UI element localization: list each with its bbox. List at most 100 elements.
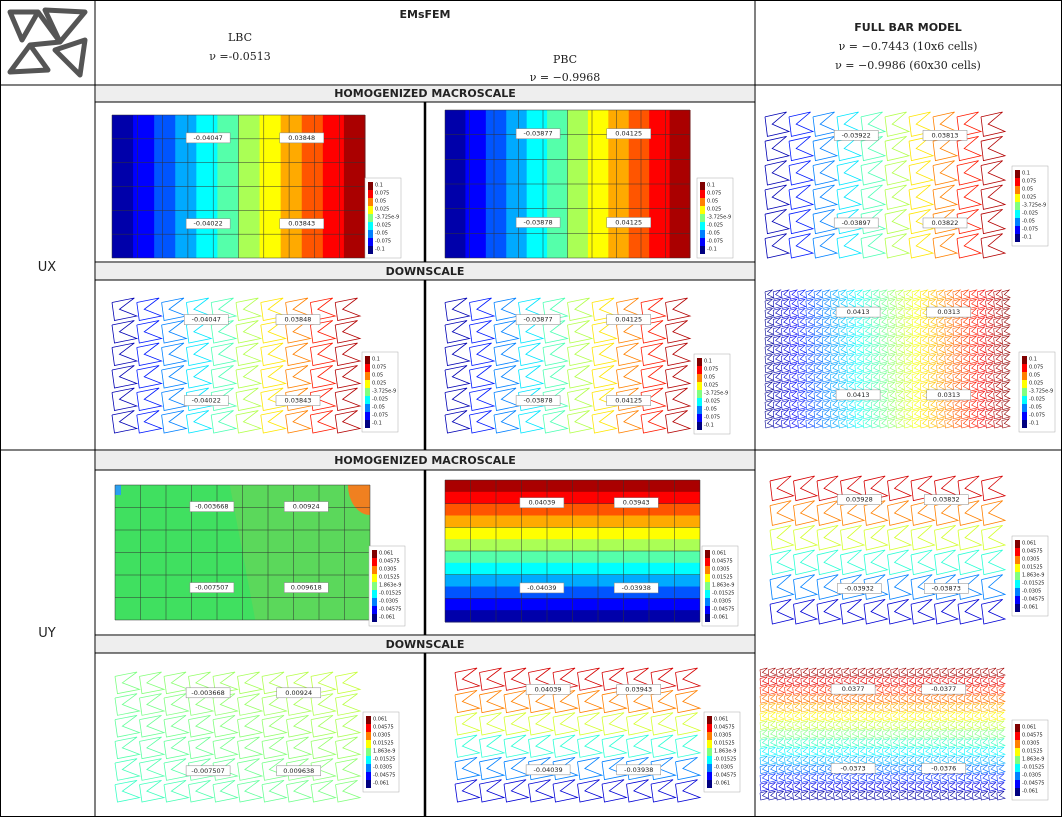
colorbar-label: -0.075 xyxy=(1022,227,1038,233)
lattice-bar xyxy=(977,317,987,328)
probe-label: 0.03943 xyxy=(625,685,652,693)
lattice-bar xyxy=(898,720,908,730)
lattice-bar xyxy=(887,409,897,420)
lattice-bar xyxy=(947,711,957,722)
lattice-bar xyxy=(310,693,337,716)
lattice-bar xyxy=(996,790,1006,801)
lattice-bar xyxy=(952,399,962,410)
lattice-bar xyxy=(903,363,913,374)
lattice-bar xyxy=(993,307,1003,318)
colorbar-label: 0.05 xyxy=(704,375,715,381)
lattice-bar xyxy=(906,685,917,695)
lattice-bar xyxy=(781,326,791,337)
colorbar-swatch xyxy=(372,566,377,574)
lattice-bar xyxy=(838,372,848,383)
lattice-bar xyxy=(903,289,913,300)
lattice-bar xyxy=(567,342,594,366)
probe-box xyxy=(519,582,565,594)
lattice-bar xyxy=(781,317,791,328)
lattice-bar xyxy=(1001,363,1011,374)
colorbar-swatch xyxy=(1015,202,1020,210)
lattice-bar xyxy=(800,790,810,801)
lattice-bar xyxy=(980,729,990,739)
colorbar-swatch xyxy=(368,222,373,230)
contour-band xyxy=(115,485,121,495)
lattice-bar xyxy=(767,685,778,695)
lattice-bar xyxy=(767,782,778,792)
lattice-bar xyxy=(849,782,859,792)
lattice-bar xyxy=(854,344,864,355)
colorbar-swatch xyxy=(705,582,710,590)
lattice-bar xyxy=(980,135,1007,162)
lattice-bar xyxy=(862,344,873,355)
lattice-bar xyxy=(914,782,925,792)
colorbar-swatch xyxy=(1015,548,1020,556)
lattice-bar xyxy=(825,676,835,686)
lattice-bar xyxy=(952,372,962,383)
lattice-bar xyxy=(887,289,897,300)
lattice-bar xyxy=(805,289,815,300)
probe-label: -0.0376 xyxy=(931,764,956,772)
lattice-bar xyxy=(797,326,807,337)
lattice-bar xyxy=(772,372,783,383)
lattice-bar xyxy=(988,738,998,748)
colorbar-label: 1.863e-9 xyxy=(379,583,401,589)
lattice-bar xyxy=(857,702,868,713)
lattice-bar xyxy=(235,387,263,411)
lattice-bar xyxy=(887,524,913,551)
lattice-bar xyxy=(139,714,166,738)
lattice-bar xyxy=(114,671,141,695)
lattice-bar xyxy=(188,714,215,738)
lattice-bar xyxy=(640,365,667,389)
probe-box xyxy=(525,684,571,695)
lattice-bar xyxy=(865,782,876,792)
lattice-bar xyxy=(928,289,938,300)
lattice-bar xyxy=(503,689,530,714)
lattice-bar xyxy=(759,702,770,713)
colorbar-swatch xyxy=(1022,412,1027,420)
lattice-bar xyxy=(567,320,594,344)
pbc-title: PBC xyxy=(553,53,577,66)
probe-box xyxy=(614,497,659,508)
colorbar-swatch xyxy=(1015,178,1020,186)
lattice-bar xyxy=(261,714,288,738)
lattice-bar xyxy=(906,738,917,748)
lattice-bar xyxy=(789,363,799,374)
lattice-bar xyxy=(854,399,864,410)
colorbar-label: 0.025 xyxy=(375,207,389,213)
lattice-bar xyxy=(993,353,1003,364)
lattice-bar xyxy=(968,344,979,355)
lattice-bar xyxy=(784,702,794,713)
lattice-bar xyxy=(928,344,938,355)
lattice-bar xyxy=(972,720,982,730)
lattice-bar xyxy=(890,729,900,739)
lattice-bar xyxy=(334,410,362,434)
lattice-bar xyxy=(821,381,832,392)
lattice-bar xyxy=(675,712,702,736)
lattice-bar xyxy=(816,685,827,695)
colorbar-swatch xyxy=(1022,420,1027,428)
lattice-bar xyxy=(996,782,1006,792)
lattice-bar xyxy=(813,335,824,346)
colorbar-swatch xyxy=(1015,604,1020,612)
lattice-bar xyxy=(846,353,856,364)
lattice-bar xyxy=(854,372,864,383)
probe-box xyxy=(924,583,969,594)
colorbar-label: -0.04575 xyxy=(712,607,734,613)
colorbar-swatch xyxy=(365,396,370,404)
lattice-bar xyxy=(841,790,851,801)
lattice-bar xyxy=(650,734,677,758)
lattice-bar xyxy=(972,773,982,783)
lattice-bar xyxy=(821,298,832,309)
lattice-bar xyxy=(939,738,949,748)
lattice-bar xyxy=(212,714,239,738)
colorbar-label: -0.0305 xyxy=(714,765,733,771)
lattice-bar xyxy=(675,779,702,803)
lattice-bar xyxy=(813,289,824,300)
lattice-bar xyxy=(764,233,791,259)
lattice-bar xyxy=(838,363,848,374)
lattice-bar xyxy=(793,574,819,600)
lattice-bar xyxy=(816,790,827,801)
lattice-bar xyxy=(797,372,807,383)
lattice-bar xyxy=(923,746,933,757)
